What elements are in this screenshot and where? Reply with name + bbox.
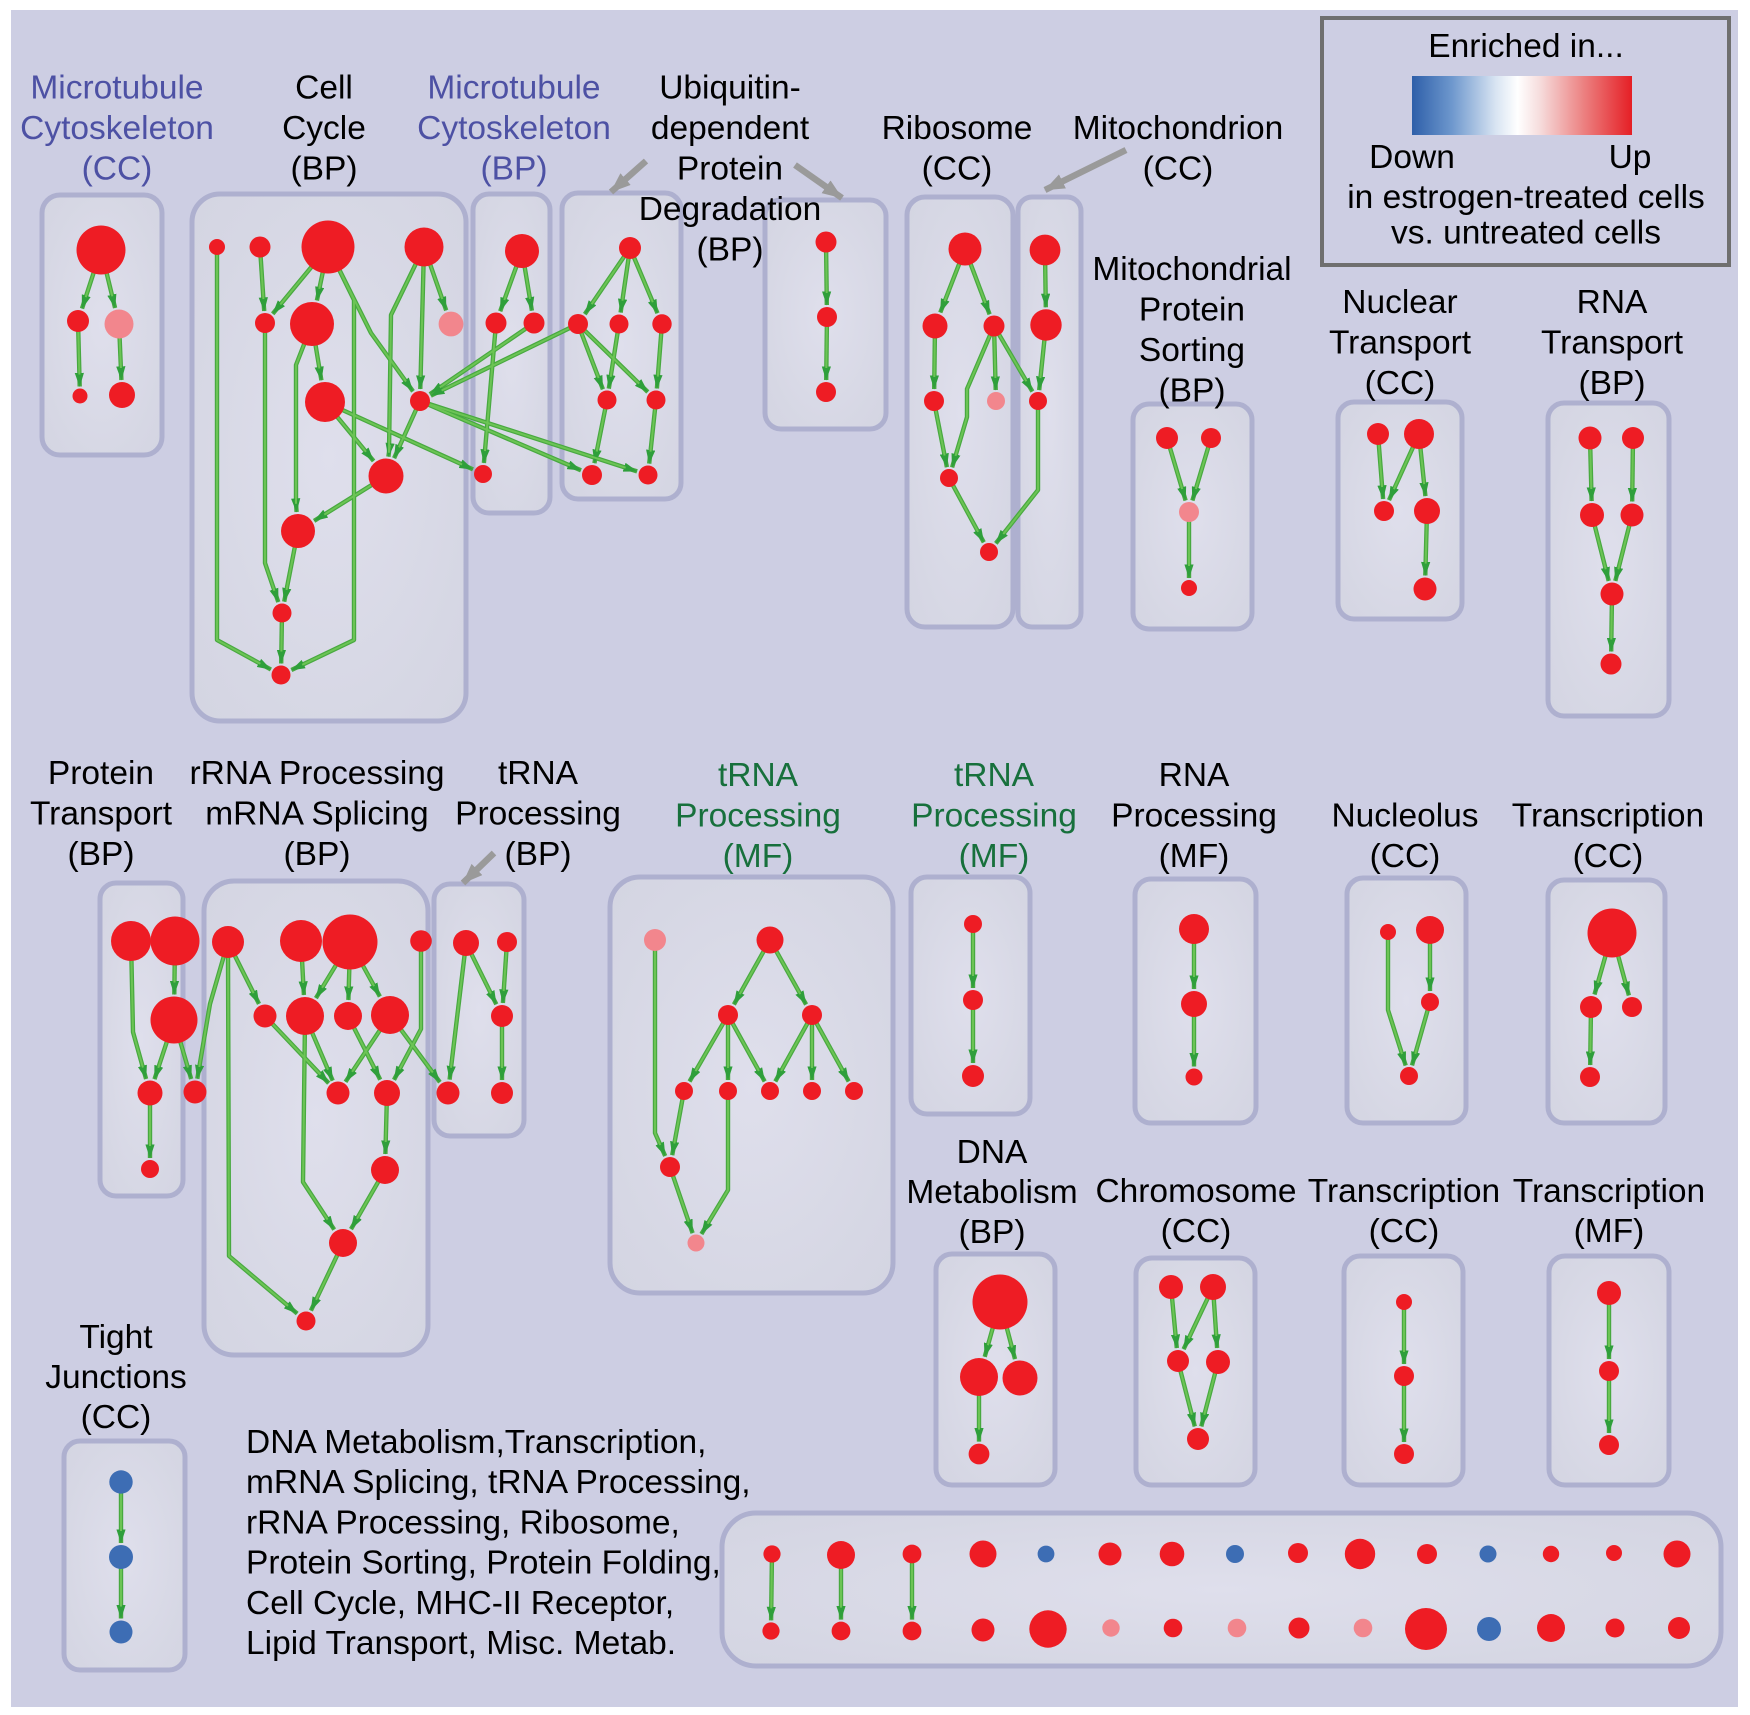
- svg-text:rRNA Processing, Ribosome,: rRNA Processing, Ribosome,: [246, 1504, 680, 1541]
- svg-text:(CC): (CC): [922, 151, 993, 188]
- svg-text:Cell Cycle, MHC-II Receptor,: Cell Cycle, MHC-II Receptor,: [246, 1585, 674, 1622]
- svg-text:Mitochondrion: Mitochondrion: [1073, 110, 1283, 147]
- svg-text:Chromosome: Chromosome: [1095, 1173, 1296, 1210]
- svg-text:Lipid Transport, Misc. Metab.: Lipid Transport, Misc. Metab.: [246, 1625, 676, 1662]
- svg-text:(CC): (CC): [1161, 1213, 1232, 1250]
- svg-text:(CC): (CC): [81, 1399, 152, 1436]
- svg-text:Cytoskeleton: Cytoskeleton: [20, 110, 214, 147]
- svg-text:Microtubule: Microtubule: [30, 70, 203, 107]
- svg-text:Transcription: Transcription: [1308, 1173, 1500, 1210]
- svg-text:Transcription: Transcription: [1513, 1173, 1705, 1210]
- svg-text:Cycle: Cycle: [282, 110, 366, 147]
- svg-text:(MF): (MF): [1159, 838, 1230, 875]
- svg-text:(CC): (CC): [1143, 151, 1214, 188]
- svg-text:(CC): (CC): [1365, 365, 1436, 402]
- svg-text:vs. untreated cells: vs. untreated cells: [1391, 215, 1661, 252]
- svg-text:Nuclear: Nuclear: [1342, 284, 1457, 321]
- svg-text:(CC): (CC): [82, 151, 153, 188]
- svg-text:tRNA: tRNA: [954, 757, 1035, 794]
- svg-text:dependent: dependent: [651, 110, 810, 147]
- svg-text:Cytoskeleton: Cytoskeleton: [417, 110, 611, 147]
- svg-text:(BP): (BP): [284, 836, 351, 873]
- svg-text:(BP): (BP): [291, 151, 358, 188]
- svg-text:RNA: RNA: [1577, 284, 1648, 321]
- svg-text:in estrogen-treated cells: in estrogen-treated cells: [1347, 179, 1705, 216]
- svg-text:Processing: Processing: [1111, 798, 1277, 835]
- svg-text:(CC): (CC): [1369, 1213, 1440, 1250]
- svg-text:Ribosome: Ribosome: [882, 110, 1033, 147]
- svg-text:Protein: Protein: [677, 151, 783, 188]
- svg-text:Protein: Protein: [48, 755, 154, 792]
- svg-text:DNA: DNA: [957, 1134, 1028, 1171]
- svg-text:(MF): (MF): [959, 838, 1030, 875]
- svg-text:mRNA Splicing: mRNA Splicing: [205, 796, 428, 833]
- svg-text:mRNA Splicing, tRNA Processing: mRNA Splicing, tRNA Processing,: [246, 1464, 751, 1501]
- svg-text:Up: Up: [1609, 139, 1652, 176]
- svg-text:Processing: Processing: [911, 798, 1077, 835]
- svg-text:(MF): (MF): [1574, 1213, 1645, 1250]
- svg-text:(CC): (CC): [1370, 838, 1441, 875]
- svg-text:(BP): (BP): [1159, 373, 1226, 410]
- svg-text:RNA: RNA: [1159, 757, 1230, 794]
- svg-text:Transport: Transport: [30, 796, 173, 833]
- svg-text:(BP): (BP): [1579, 365, 1646, 402]
- svg-text:DNA Metabolism,Transcription,: DNA Metabolism,Transcription,: [246, 1424, 706, 1461]
- svg-text:Enriched in...: Enriched in...: [1428, 28, 1624, 65]
- svg-text:(BP): (BP): [959, 1214, 1026, 1251]
- svg-text:Degradation: Degradation: [639, 191, 822, 228]
- svg-text:Tight: Tight: [79, 1319, 153, 1356]
- svg-text:(CC): (CC): [1573, 838, 1644, 875]
- svg-text:Sorting: Sorting: [1139, 332, 1245, 369]
- svg-text:tRNA: tRNA: [498, 755, 579, 792]
- svg-text:(MF): (MF): [723, 838, 794, 875]
- svg-text:Cell: Cell: [295, 70, 353, 107]
- svg-text:(BP): (BP): [68, 836, 135, 873]
- svg-text:Processing: Processing: [675, 798, 841, 835]
- svg-text:Transport: Transport: [1329, 325, 1472, 362]
- svg-text:Microtubule: Microtubule: [427, 70, 600, 107]
- svg-text:Mitochondrial: Mitochondrial: [1092, 251, 1291, 288]
- svg-text:Nucleolus: Nucleolus: [1331, 798, 1478, 835]
- svg-text:(BP): (BP): [697, 232, 764, 269]
- svg-text:Processing: Processing: [455, 796, 621, 833]
- svg-text:Down: Down: [1369, 139, 1455, 176]
- svg-text:rRNA Processing: rRNA Processing: [189, 755, 444, 792]
- svg-text:Transport: Transport: [1541, 325, 1684, 362]
- svg-text:Metabolism: Metabolism: [906, 1174, 1077, 1211]
- svg-text:Transcription: Transcription: [1512, 798, 1704, 835]
- svg-text:(BP): (BP): [505, 836, 572, 873]
- svg-text:Protein: Protein: [1139, 292, 1245, 329]
- svg-text:Junctions: Junctions: [45, 1359, 187, 1396]
- svg-text:Ubiquitin-: Ubiquitin-: [659, 70, 801, 107]
- svg-text:Protein Sorting, Protein Foldi: Protein Sorting, Protein Folding,: [246, 1545, 721, 1582]
- svg-text:tRNA: tRNA: [718, 757, 799, 794]
- svg-text:(BP): (BP): [481, 151, 548, 188]
